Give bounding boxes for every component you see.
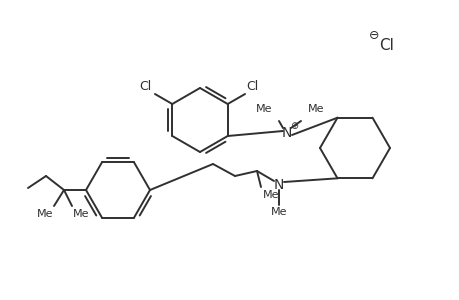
Text: Me: Me: [263, 190, 279, 200]
Text: ⊖: ⊖: [368, 28, 378, 41]
Text: Me: Me: [73, 209, 90, 219]
Text: Me: Me: [255, 104, 271, 114]
Text: Me: Me: [308, 104, 324, 114]
Text: Me: Me: [270, 207, 286, 217]
Text: N: N: [273, 178, 284, 192]
Text: Me: Me: [36, 209, 53, 219]
Text: Cl: Cl: [140, 80, 151, 93]
Text: ⊕: ⊕: [289, 121, 297, 131]
Text: N: N: [281, 126, 291, 140]
Text: Cl: Cl: [379, 38, 393, 52]
Text: Cl: Cl: [246, 80, 257, 93]
